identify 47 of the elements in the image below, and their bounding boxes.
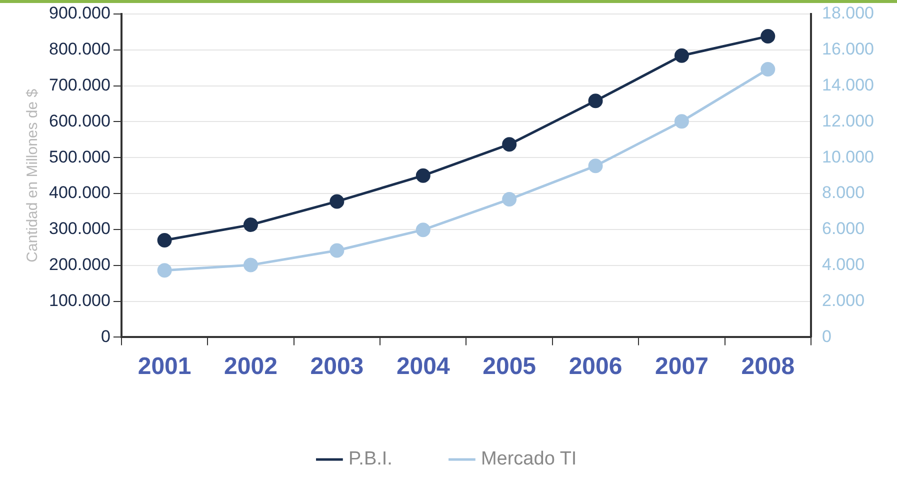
y-tick-label: 600.000 (49, 111, 110, 130)
point (330, 194, 344, 209)
x-tick-label: 2006 (568, 353, 622, 380)
y2-tick-label: 10.000 (822, 147, 874, 166)
y2-tick-label: 12.000 (822, 111, 874, 130)
point (760, 62, 776, 77)
x-tick-label: 2004 (396, 353, 450, 380)
point (674, 48, 689, 63)
point (416, 222, 430, 238)
y-tick-label: 700.000 (49, 76, 110, 95)
legend-label: P.B.I. (348, 448, 392, 470)
y2-tick-label: 18.000 (822, 4, 874, 23)
y-tick-label: 500.000 (49, 147, 110, 166)
x-tick-label: 2007 (655, 353, 708, 380)
y-tick-label: 900.000 (49, 4, 110, 23)
y2-tick-label: 2.000 (822, 290, 865, 310)
point (502, 192, 517, 207)
y2-tick-label: 6.000 (822, 219, 865, 238)
point (674, 114, 689, 129)
point (416, 168, 430, 183)
y-axis-title: Cantidad en Millones de $ (24, 88, 42, 262)
x-tick-label: 2002 (224, 353, 278, 380)
y-tick-label: 800.000 (49, 40, 110, 59)
y-tick-label: 0 (100, 326, 110, 346)
y2-tick-label: 0 (822, 326, 832, 346)
y-tick-label: 400.000 (49, 183, 110, 202)
y-tick-label: 200.000 (49, 255, 110, 274)
point (157, 232, 172, 248)
point (588, 94, 603, 108)
point (588, 158, 603, 174)
legend-label: Mercado TI (480, 448, 577, 470)
x-tick-label: 2003 (310, 353, 364, 380)
y2-tick-label: 8.000 (822, 183, 865, 202)
y2-tick-label: 14.000 (822, 76, 874, 95)
x-tick-label: 2008 (741, 353, 795, 380)
point (243, 258, 258, 272)
x-tick-label: 2001 (138, 353, 192, 380)
y-tick-label: 300.000 (49, 219, 110, 238)
point (243, 218, 258, 232)
point (760, 29, 776, 44)
point (157, 263, 172, 278)
point (502, 137, 517, 152)
x-tick-label: 2005 (482, 353, 536, 380)
y2-tick-label: 4.000 (822, 255, 865, 274)
y-tick-label: 100.000 (49, 290, 110, 310)
y2-tick-label: 16.000 (822, 40, 874, 59)
point (330, 243, 344, 258)
